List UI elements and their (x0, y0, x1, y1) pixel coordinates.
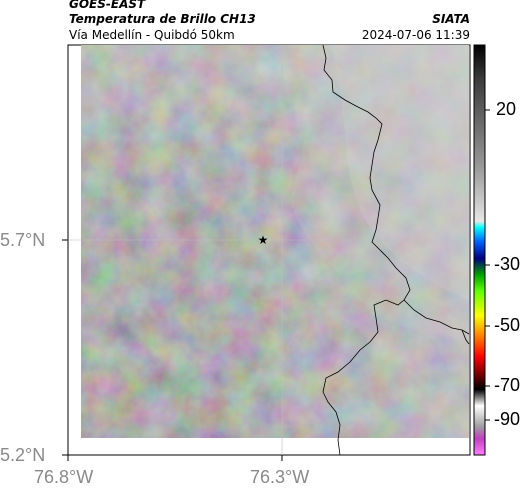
satellite-imagery (81, 45, 469, 438)
boundaries (322, 44, 470, 456)
station-star-icon: ★ (258, 233, 269, 247)
lon-tick-label: 76.3°W (250, 467, 310, 487)
colorbar-tick-label: 20 (496, 99, 517, 119)
satellite-title: GOES-EAST (69, 0, 146, 11)
lat-tick-label: 5.7°N (0, 230, 46, 250)
colorbar-ticks (485, 109, 490, 421)
product-title: Temperatura de Brillo CH13 (69, 12, 256, 26)
colorbar-tick-label: -50 (494, 315, 521, 335)
lon-tick-label: 76.8°W (34, 467, 94, 487)
colorbar-tick-label: -90 (494, 409, 521, 429)
location-label: Vía Medellín - Quibdó 50km (69, 28, 235, 42)
colorbar-tick-label: -70 (494, 375, 521, 395)
lat-tick-label: 5.2°N (0, 445, 46, 465)
datetime-label: 2024-07-06 11:39 (361, 28, 470, 42)
colorbar (473, 44, 486, 456)
colorbar-tick-label: -30 (494, 254, 521, 274)
org-label: SIATA (432, 12, 470, 26)
